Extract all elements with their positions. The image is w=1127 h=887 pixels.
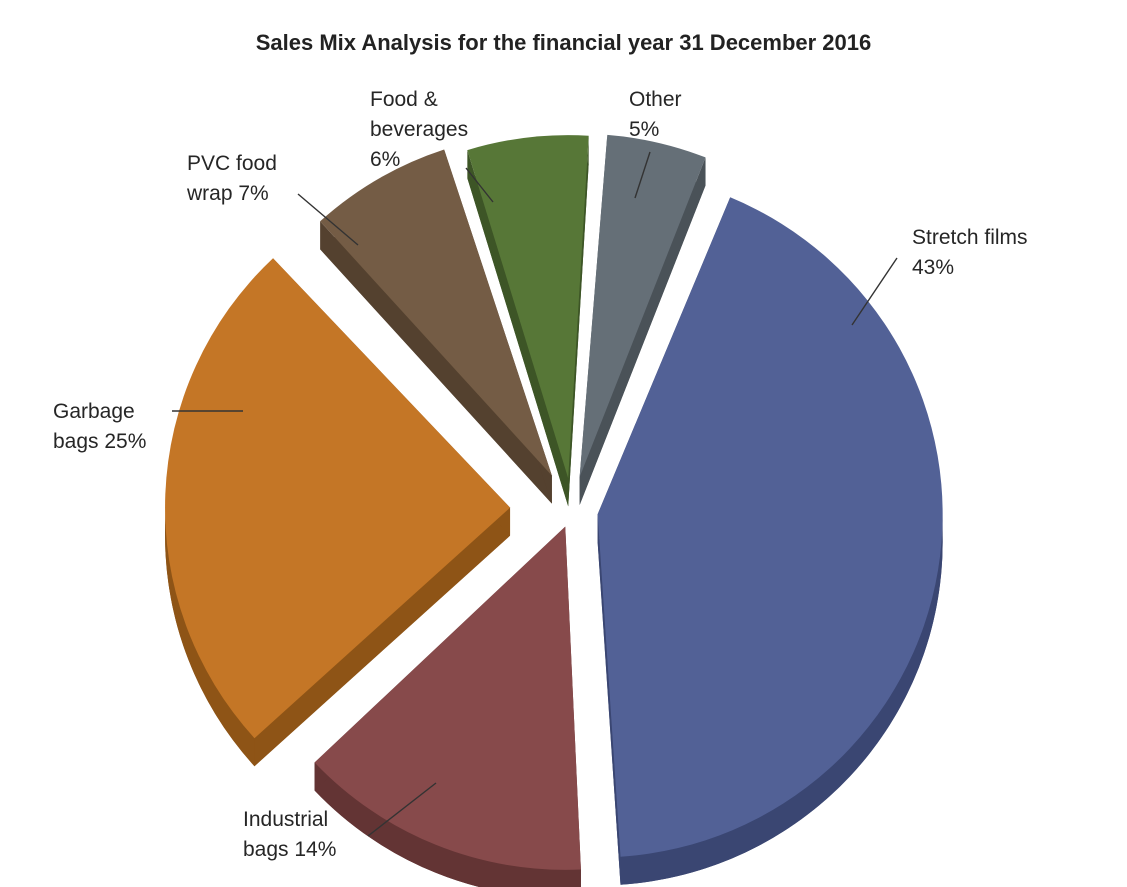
leader-line bbox=[851, 257, 898, 326]
leader-line bbox=[634, 151, 651, 199]
slice-label-text: Industrial bbox=[243, 808, 328, 831]
slice-label-6: Other 5% bbox=[629, 88, 682, 199]
slice-label-text: Stretch films bbox=[912, 226, 1028, 249]
slice-label-4: PVC food wrap 7% bbox=[186, 152, 359, 246]
pie-slices bbox=[165, 134, 943, 887]
slice-label-text: wrap 7% bbox=[186, 182, 269, 205]
slice-label-text: Food & bbox=[370, 88, 438, 111]
slice-label-text: Garbage bbox=[53, 400, 135, 423]
pie-slice-top bbox=[320, 149, 552, 476]
pie-slice-4 bbox=[320, 149, 552, 504]
leader-line bbox=[297, 193, 359, 246]
slice-label-text: 43% bbox=[912, 256, 954, 279]
pie-slice-3 bbox=[165, 258, 511, 767]
pie-slice-top bbox=[314, 526, 581, 870]
slice-label-2: Industrial bags 14% bbox=[243, 782, 437, 861]
pie-slice-rim bbox=[165, 507, 255, 767]
slice-label-text: Other bbox=[629, 88, 682, 111]
pie-slice-rim bbox=[314, 762, 581, 887]
slice-label-text: bags 14% bbox=[243, 838, 336, 861]
chart-title: Sales Mix Analysis for the financial yea… bbox=[255, 30, 872, 55]
pie-labels: Stretch films 43% Industrial bags 14% Garbag… bbox=[53, 88, 1028, 861]
slice-label-1: Stretch films 43% bbox=[851, 226, 1028, 326]
slice-label-text: 6% bbox=[370, 148, 400, 171]
pie-slice-rim bbox=[620, 514, 943, 885]
pie-slice-top bbox=[597, 197, 943, 857]
leader-line bbox=[367, 782, 437, 837]
pie-slice-top bbox=[165, 258, 511, 739]
pie-slice-5 bbox=[467, 135, 589, 507]
slice-label-text: 5% bbox=[629, 118, 659, 141]
pie-slice-cut bbox=[579, 157, 706, 506]
slice-label-5: Food & beverages 6% bbox=[370, 88, 494, 203]
pie-slice-top bbox=[467, 135, 589, 479]
pie-slice-cut bbox=[254, 507, 511, 767]
slice-label-text: bags 25% bbox=[53, 430, 146, 453]
pie-slice-1 bbox=[597, 197, 943, 885]
pie-slice-cut bbox=[320, 221, 552, 504]
slice-label-3: Garbage bags 25% bbox=[53, 400, 243, 453]
pie-slice-6 bbox=[579, 134, 706, 506]
pie-slice-cut bbox=[467, 150, 569, 507]
pie-slice-2 bbox=[314, 526, 581, 887]
pie-slice-top bbox=[579, 134, 706, 478]
slice-label-text: PVC food bbox=[187, 152, 277, 175]
pie-slice-cut bbox=[568, 135, 589, 507]
slice-label-text: beverages bbox=[370, 118, 468, 141]
pie-slice-cut bbox=[597, 514, 621, 885]
leader-line bbox=[465, 167, 494, 203]
